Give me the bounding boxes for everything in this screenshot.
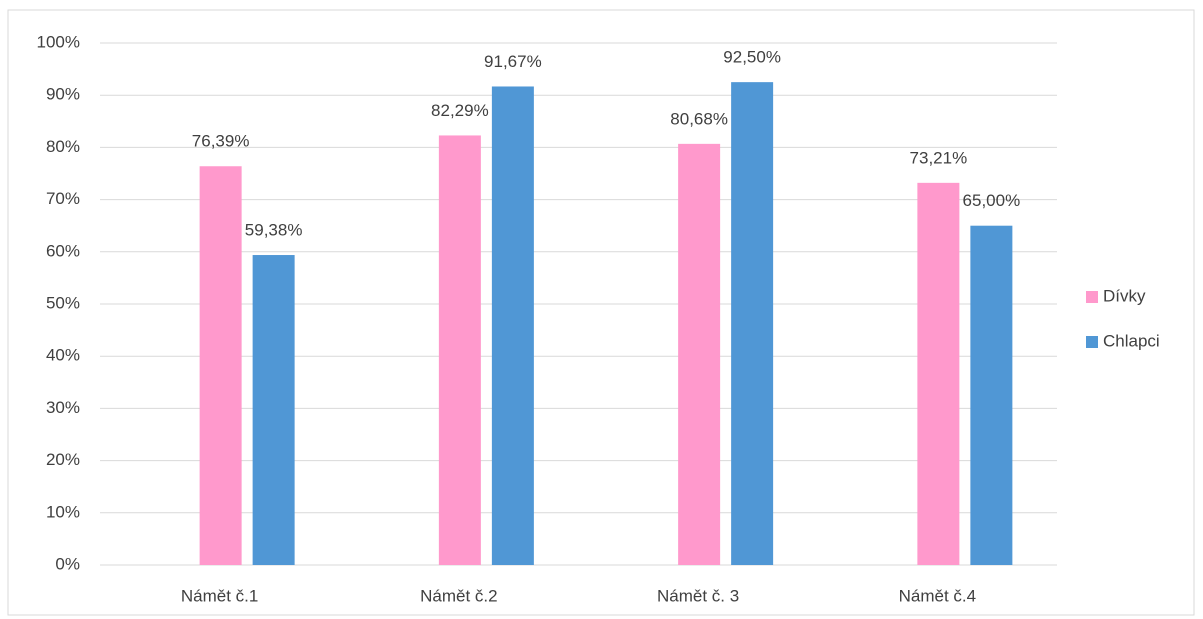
- y-tick-label: 20%: [46, 450, 80, 469]
- legend-label: Dívky: [1103, 286, 1146, 305]
- x-tick-label: Námět č.1: [181, 586, 258, 605]
- bar: [491, 86, 534, 565]
- y-tick-label: 10%: [46, 502, 80, 521]
- legend-swatch: [1086, 336, 1098, 348]
- bar: [731, 82, 774, 566]
- y-tick-label: 30%: [46, 398, 80, 417]
- legend-swatch: [1086, 291, 1098, 303]
- bar: [199, 166, 242, 565]
- bar: [970, 225, 1013, 565]
- bar: [917, 182, 960, 565]
- y-tick-label: 60%: [46, 241, 80, 260]
- x-tick-label: Námět č. 3: [657, 586, 739, 605]
- data-label: 92,50%: [723, 48, 781, 67]
- y-tick-label: 50%: [46, 293, 80, 312]
- legend-label: Chlapci: [1103, 331, 1160, 350]
- data-label: 91,67%: [484, 52, 542, 71]
- x-tick-label: Námět č.2: [420, 586, 497, 605]
- y-tick-label: 100%: [37, 32, 80, 51]
- y-tick-label: 90%: [46, 85, 80, 104]
- bar: [438, 135, 481, 565]
- data-label: 59,38%: [245, 221, 303, 240]
- y-tick-label: 40%: [46, 346, 80, 365]
- x-tick-label: Námět č.4: [899, 586, 976, 605]
- data-label: 73,21%: [910, 148, 968, 167]
- bar: [678, 143, 721, 565]
- data-label: 82,29%: [431, 101, 489, 120]
- y-tick-label: 80%: [46, 137, 80, 156]
- data-label: 76,39%: [192, 132, 250, 151]
- chart-border: [7, 9, 1195, 616]
- data-label: 80,68%: [670, 109, 728, 128]
- bar: [252, 255, 295, 565]
- y-tick-label: 70%: [46, 189, 80, 208]
- data-label: 65,00%: [963, 191, 1021, 210]
- y-tick-label: 0%: [55, 554, 80, 573]
